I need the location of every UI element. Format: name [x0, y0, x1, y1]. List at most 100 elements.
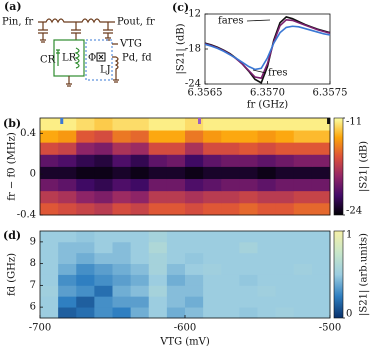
heatmap-cell [148, 231, 168, 243]
heatmap-cell [257, 231, 277, 243]
heatmap-cell [58, 190, 77, 204]
heatmap-cell [166, 307, 186, 319]
heatmap-cell [275, 190, 295, 204]
heatmap-cell [275, 274, 295, 286]
heatmap-cell [112, 166, 132, 180]
heatmap-cell [293, 178, 313, 192]
heatmap-cell [185, 154, 204, 167]
heatmap-cell [112, 296, 132, 308]
y-tick-label: 8 [30, 258, 36, 269]
x-axis-label: fr (GHz) [247, 100, 289, 111]
heatmap-cell [203, 263, 222, 275]
heatmap-cell [257, 190, 277, 204]
heatmap-cell [257, 118, 277, 131]
heatmap-cell [203, 296, 222, 308]
heatmap-cell [257, 274, 277, 286]
heatmap-cell [239, 241, 258, 254]
heatmap-cell [185, 178, 204, 192]
heatmap-cell [221, 252, 240, 265]
heatmap-cell [130, 166, 150, 180]
y-tick-label: 0.4 [20, 128, 36, 139]
heatmap-cell [239, 130, 258, 143]
heatmap-cell [293, 118, 313, 131]
heatmap-cell [58, 252, 77, 265]
colorbar-tick-label: 1 [346, 230, 352, 241]
heatmap-cell [203, 307, 222, 319]
heatmap-cell [293, 285, 313, 297]
heatmap-cell [40, 307, 59, 319]
heatmap-cell [203, 190, 222, 204]
circuit-label: Pin, fr [2, 17, 33, 28]
heatmap-cell [130, 190, 150, 204]
heatmap-cell [257, 142, 277, 155]
heatmap-cell [275, 307, 295, 319]
heatmap-cell [166, 296, 186, 308]
heatmap-cell [293, 142, 313, 155]
heatmap-cell [203, 130, 222, 143]
heatmap-cell [166, 241, 186, 254]
heatmap-cell [58, 166, 77, 180]
heatmap-cell [76, 142, 95, 155]
heatmap-cell [221, 263, 240, 275]
heatmap-cell [166, 154, 186, 167]
y-tick-label: -0.4 [17, 210, 36, 221]
heatmap-cell [94, 307, 113, 319]
heatmap-cell [40, 154, 59, 167]
heatmap-cell [58, 178, 77, 192]
heatmap-cell [40, 118, 59, 131]
heatmap-cell [203, 202, 222, 216]
heatmap-cell [239, 296, 258, 308]
heatmap-cell [148, 118, 168, 131]
y-tick-label: 6 [30, 302, 36, 313]
heatmap-cell [239, 307, 258, 319]
heatmap-cell [112, 285, 132, 297]
line [204, 25, 331, 71]
heatmap-cell [311, 178, 331, 192]
heatmap-cell [293, 231, 313, 243]
heatmap-cell [148, 252, 168, 265]
heatmap-cell [58, 274, 77, 286]
heatmap-cell [311, 202, 331, 216]
annotation-arrow [252, 69, 267, 74]
heatmap-cell [203, 285, 222, 297]
heatmap-cell [148, 241, 168, 254]
heatmap-cell [293, 130, 313, 143]
heatmap-cell [76, 202, 95, 216]
heatmap-cell [221, 190, 240, 204]
heatmap-cell [130, 285, 150, 297]
heatmap-cell [185, 263, 204, 275]
heatmap-cell [221, 130, 240, 143]
heatmap-cell [257, 307, 277, 319]
heatmap-cell [293, 190, 313, 204]
heatmap-cell [239, 178, 258, 192]
heatmap-cell [112, 231, 132, 243]
heatmap-cell [239, 263, 258, 275]
heatmap-cell [76, 241, 95, 254]
heatmap-cell [130, 296, 150, 308]
heatmap-cell [185, 231, 204, 243]
heatmap-cell [130, 263, 150, 275]
circuit-label: LR [62, 53, 77, 64]
heatmap-cell [148, 202, 168, 216]
heatmap-cell [76, 307, 95, 319]
heatmap-cell [130, 118, 150, 131]
heatmap-cell [76, 166, 95, 180]
heatmap-cell [221, 178, 240, 192]
heatmap-cell [203, 142, 222, 155]
heatmap-cell [76, 252, 95, 265]
heatmap-cell [185, 190, 204, 204]
heatmap-cell [130, 142, 150, 155]
heatmap-cell [239, 202, 258, 216]
heatmap-cell [112, 274, 132, 286]
heatmap-cell [40, 166, 59, 180]
capacitor [103, 22, 113, 41]
heatmap-cell [58, 142, 77, 155]
heatmap-cell [257, 130, 277, 143]
heatmap-cell [275, 154, 295, 167]
heatmap-cell [112, 154, 132, 167]
heatmap-cell [166, 142, 186, 155]
heatmap-cell [130, 241, 150, 254]
heatmap-cell [148, 263, 168, 275]
x-tick-label: -600 [174, 323, 196, 334]
